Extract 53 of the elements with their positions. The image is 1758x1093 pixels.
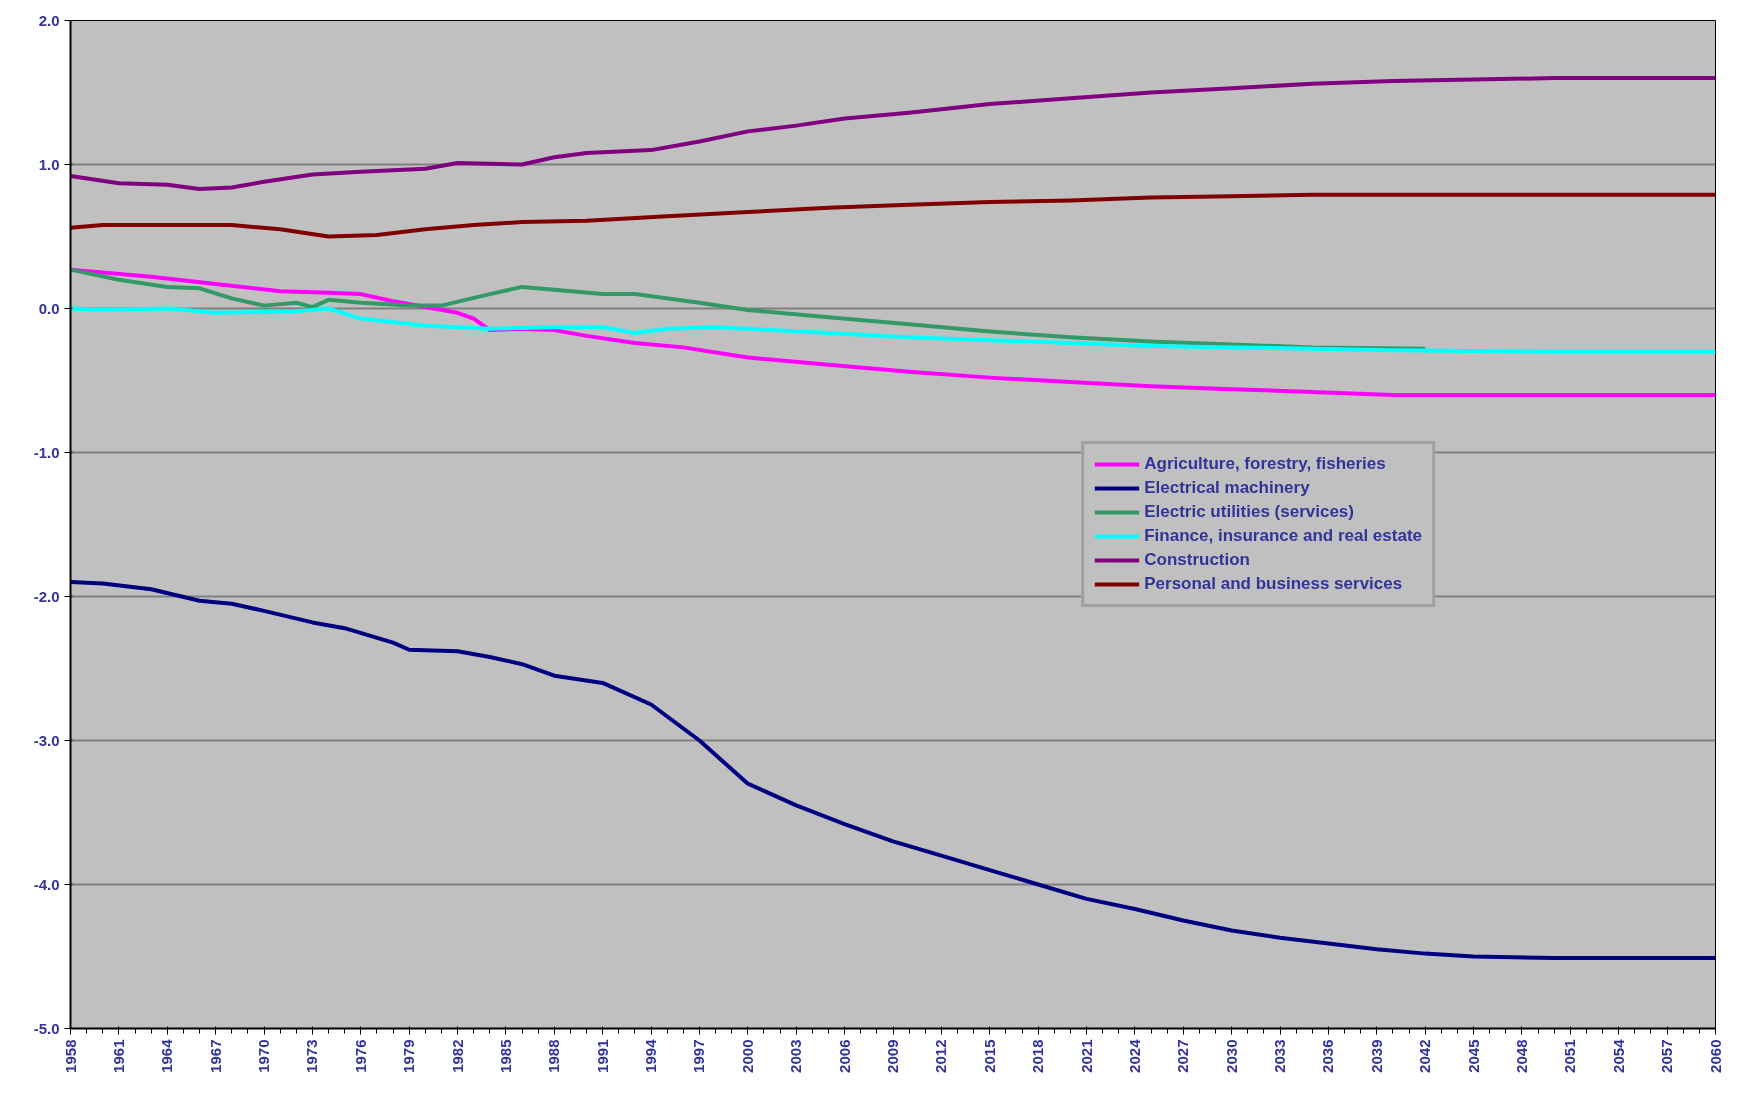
x-tick-label: 1973 (303, 1039, 321, 1073)
x-tick-label: 1964 (158, 1038, 176, 1073)
x-tick-label: 1994 (642, 1038, 660, 1073)
x-tick-label: 2003 (787, 1039, 805, 1073)
legend-label: Agriculture, forestry, fisheries (1144, 454, 1386, 474)
x-tick-label: 2036 (1319, 1039, 1337, 1073)
x-tick-label: 2006 (835, 1039, 853, 1073)
x-tick-label: 1958 (61, 1039, 79, 1073)
x-tick-label: 2021 (1077, 1039, 1095, 1073)
y-tick-label: 1.0 (38, 155, 60, 173)
x-tick-label: 1970 (255, 1039, 273, 1073)
legend-label: Electrical machinery (1144, 478, 1310, 498)
x-tick-label: 2015 (980, 1039, 998, 1073)
y-tick-label: -3.0 (33, 731, 60, 749)
x-tick-label: 2039 (1367, 1039, 1385, 1073)
y-tick-label: -4.0 (33, 875, 60, 893)
x-tick-label: 2024 (1125, 1038, 1143, 1073)
y-tick-label: -2.0 (33, 587, 60, 605)
line-series (70, 267, 1428, 351)
y-tick-label: -5.0 (33, 1019, 60, 1037)
x-tick-label: 1988 (545, 1039, 563, 1073)
legend-label: Construction (1144, 550, 1250, 570)
x-tick-label: 2018 (1029, 1039, 1047, 1073)
x-tick-label: 1997 (690, 1039, 708, 1073)
x-tick-label: 2033 (1271, 1039, 1289, 1073)
x-tick-label: 1991 (593, 1039, 611, 1073)
x-tick-label: 2042 (1416, 1039, 1434, 1073)
x-tick-label: 1976 (351, 1039, 369, 1073)
x-tick-label: 2054 (1609, 1038, 1627, 1073)
x-tick-label: 2012 (932, 1039, 950, 1073)
line-series (70, 192, 1716, 239)
x-tick-label: 2027 (1174, 1039, 1192, 1073)
x-tick-label: 1982 (448, 1039, 466, 1073)
x-tick-label: 2045 (1464, 1039, 1482, 1073)
y-tick-label: 0.0 (38, 299, 60, 317)
legend-label: Electric utilities (services) (1144, 502, 1354, 522)
y-tick-label: -1.0 (33, 443, 60, 461)
x-tick-label: 2009 (884, 1039, 901, 1073)
line-series (70, 306, 1716, 354)
line-series (70, 76, 1716, 191)
x-tick-label: 1979 (400, 1039, 418, 1073)
x-tick-label: 1961 (109, 1039, 127, 1073)
x-tick-label: 2060 (1706, 1039, 1724, 1073)
x-tick-label: 2030 (1222, 1039, 1240, 1073)
x-tick-label: 1985 (496, 1039, 514, 1073)
x-tick-label: 2057 (1658, 1039, 1676, 1073)
x-tick-label: 1967 (206, 1039, 224, 1073)
x-tick-label: 2000 (738, 1039, 756, 1073)
x-tick-label: 2048 (1512, 1039, 1530, 1073)
legend-label: Finance, insurance and real estate (1144, 526, 1422, 546)
y-tick-label: 2.0 (38, 11, 60, 29)
x-tick-label: 2051 (1561, 1039, 1579, 1073)
legend-label: Personal and business services (1144, 574, 1403, 594)
